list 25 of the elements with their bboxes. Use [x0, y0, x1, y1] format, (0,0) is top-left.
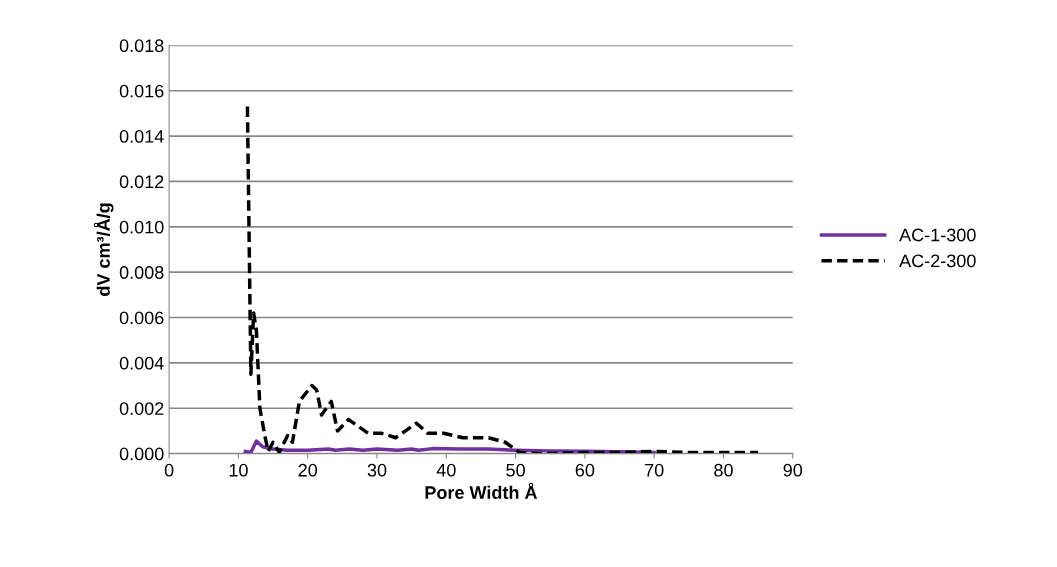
legend-label: AC-2-300 — [899, 254, 976, 268]
x-tick-label: 10 — [229, 463, 248, 477]
x-tick-label: 90 — [783, 463, 803, 477]
y-tick-label: 0.002 — [119, 402, 164, 415]
line-series — [245, 104, 760, 454]
x-tick-label: 40 — [436, 463, 456, 477]
x-tick-label: 20 — [298, 463, 318, 477]
y-tick-label: 0.012 — [119, 175, 164, 189]
y-tick-label: 0.008 — [119, 266, 164, 279]
x-tick-label: 50 — [506, 463, 525, 477]
y-tick-label: 0.016 — [119, 84, 164, 98]
x-tick-label: 30 — [367, 463, 387, 477]
x-tick-label: 60 — [575, 463, 595, 477]
y-tick-label: 0.014 — [119, 130, 164, 143]
x-axis-title: Pore Width Å — [425, 482, 538, 499]
x-tick-label: 70 — [645, 463, 664, 477]
y-tick-label: 0.000 — [119, 447, 164, 461]
legend-label: AC-1-300 — [899, 228, 976, 242]
x-tick-label: 0 — [164, 463, 174, 477]
y-tick-label: 0.004 — [119, 356, 164, 370]
y-tick-label: 0.010 — [119, 220, 164, 234]
x-tick-label: 80 — [714, 463, 733, 477]
y-tick-label: 0.018 — [119, 39, 164, 53]
y-axis-title: dV cm³/Å/g — [93, 203, 114, 296]
y-tick-label: 0.006 — [119, 311, 164, 325]
